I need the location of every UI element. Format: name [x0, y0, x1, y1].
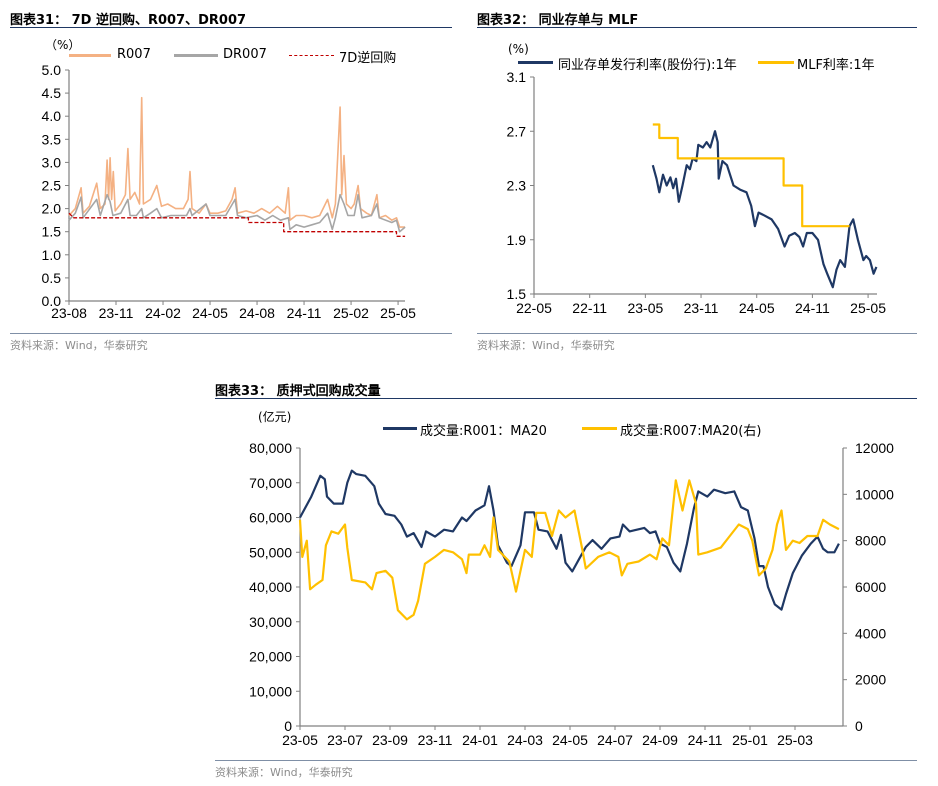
legend-label-7d-reverse-repo: 7D逆回购	[339, 51, 397, 66]
legend-swatch-r001-volume	[383, 427, 417, 430]
chart33-source: 资料来源：Wind，华泰研究	[215, 766, 353, 779]
legend-label-ncd-rate: 同业存单发行利率(股份行):1年	[558, 58, 737, 73]
x-tick-label: 23-08	[51, 305, 87, 321]
y-tick-label: 40,000	[249, 579, 292, 595]
chart32-unit: (%)	[508, 42, 529, 56]
legend-label-r001-volume: 成交量:R001：MA20	[420, 424, 547, 439]
chart32-title: 图表32： 同业存单与 MLF	[477, 13, 639, 28]
legend-swatch-mlf-rate	[758, 61, 794, 64]
chart31-title-rule	[10, 27, 452, 28]
chart2-series-0-line	[299, 469, 840, 611]
y-tick-label: 3.0	[42, 154, 62, 170]
y-tick-label: 0	[284, 718, 292, 734]
chart31-source-rule	[10, 333, 452, 334]
chart31-source: 资料来源：Wind，华泰研究	[10, 339, 148, 352]
y-right-tick-label: 2000	[855, 672, 886, 688]
legend-swatch-dr007	[174, 54, 218, 57]
chart32-source: 资料来源：Wind，华泰研究	[477, 339, 615, 352]
y-tick-label: 10,000	[249, 683, 292, 699]
y-tick-label: 4.5	[42, 85, 62, 101]
x-tick-label: 24-01	[462, 732, 498, 748]
chart33-title-rule	[215, 398, 917, 399]
y-tick-label: 60,000	[249, 510, 292, 526]
y-right-tick-label: 4000	[855, 625, 886, 641]
y-right-tick-label: 0	[855, 718, 863, 734]
legend-swatch-r007	[69, 54, 111, 57]
y-tick-label: 20,000	[249, 649, 292, 665]
y-tick-label: 1.9	[507, 232, 527, 248]
y-tick-label: 0.0	[42, 293, 62, 309]
y-tick-label: 1.5	[42, 224, 62, 240]
y-tick-label: 2.7	[507, 123, 527, 139]
legend-swatch-r007-volume	[582, 427, 617, 430]
y-tick-label: 50,000	[249, 544, 292, 560]
chart1-series-1-line	[652, 123, 850, 228]
chart33-title: 图表33： 质押式回购成交量	[215, 384, 381, 399]
chart1-series-0-line	[651, 130, 878, 289]
y-tick-label: 30,000	[249, 614, 292, 630]
x-tick-label: 23-11	[99, 305, 134, 321]
y-right-tick-label: 12000	[855, 440, 894, 456]
x-tick-label: 23-09	[372, 732, 408, 748]
chart31-title: 图表31： 7D 逆回购、R007、DR007	[10, 13, 247, 28]
x-tick-label: 25-05	[850, 300, 886, 316]
x-tick-label: 23-05	[627, 300, 663, 316]
x-tick-label: 22-05	[516, 300, 552, 316]
x-tick-label: 22-11	[572, 300, 607, 316]
y-tick-label: 2.3	[507, 178, 527, 194]
x-tick-label: 24-02	[145, 305, 181, 321]
x-tick-label: 25-02	[333, 305, 369, 321]
y-right-tick-label: 6000	[855, 579, 886, 595]
y-tick-label: 0.5	[42, 270, 62, 286]
y-tick-label: 2.0	[42, 201, 62, 217]
chart0-series-0-line	[68, 96, 406, 228]
y-tick-label: 3.1	[507, 69, 527, 85]
chart33-unit: (亿元)	[258, 410, 292, 424]
x-tick-label: 24-05	[552, 732, 588, 748]
y-tick-label: 2.5	[42, 178, 62, 194]
x-tick-label: 25-05	[380, 305, 416, 321]
chart32-title-rule	[477, 27, 917, 28]
legend-swatch-7d-reverse-repo	[289, 55, 334, 56]
y-tick-label: 1.0	[42, 247, 62, 263]
x-tick-label: 24-07	[597, 732, 633, 748]
chart2-series-1-line	[298, 479, 840, 621]
legend-label-mlf-rate: MLF利率:1年	[797, 58, 875, 73]
chart0-series-2-line	[68, 212, 406, 237]
x-tick-label: 24-03	[507, 732, 543, 748]
x-tick-label: 24-11	[795, 300, 830, 316]
chart33-source-rule	[215, 760, 917, 761]
y-tick-label: 4.0	[42, 108, 62, 124]
x-tick-label: 25-03	[777, 732, 813, 748]
legend-label-r007: R007	[117, 47, 151, 62]
x-tick-label: 24-05	[739, 300, 775, 316]
y-right-tick-label: 10000	[855, 486, 894, 502]
legend-label-dr007: DR007	[223, 47, 267, 62]
chart31-unit: （%）	[45, 38, 81, 52]
y-tick-label: 1.5	[507, 286, 527, 302]
y-right-tick-label: 8000	[855, 533, 886, 549]
x-tick-label: 23-11	[418, 732, 453, 748]
y-tick-label: 5.0	[42, 62, 62, 78]
y-tick-label: 3.5	[42, 131, 62, 147]
x-tick-label: 24-11	[287, 305, 322, 321]
y-tick-label: 80,000	[249, 440, 292, 456]
x-tick-label: 24-11	[688, 732, 723, 748]
legend-swatch-ncd-rate	[518, 61, 553, 64]
x-tick-label: 24-08	[239, 305, 275, 321]
x-tick-label: 24-05	[192, 305, 228, 321]
x-tick-label: 24-09	[642, 732, 678, 748]
x-tick-label: 23-11	[684, 300, 719, 316]
chart0-series-1-line	[68, 193, 406, 233]
x-tick-label: 23-07	[327, 732, 363, 748]
legend-label-r007-volume: 成交量:R007:MA20(右)	[620, 424, 762, 439]
y-tick-label: 70,000	[249, 475, 292, 491]
x-tick-label: 23-05	[282, 732, 318, 748]
chart32-source-rule	[477, 333, 917, 334]
x-tick-label: 25-01	[732, 732, 768, 748]
